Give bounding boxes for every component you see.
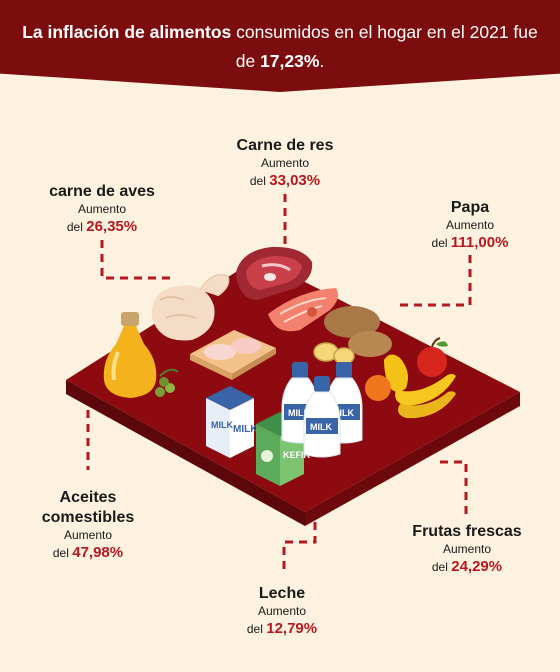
label-papa: Papa Aumento del 111,00% — [400, 198, 540, 253]
connector-carne-aves — [100, 240, 170, 280]
fruits-icon — [365, 337, 456, 419]
item-percent: 33,03% — [269, 172, 321, 189]
potatoes-icon — [313, 306, 392, 365]
item-name-line1: Aceites — [59, 489, 117, 506]
label-carne-de-aves: carne de aves Aumento del 26,35% — [22, 182, 182, 237]
del-text: del — [52, 546, 69, 560]
label-aceites-comestibles: Aceites comestibles Aumento del 47,98% — [18, 488, 158, 563]
chicken-tray-icon — [190, 330, 276, 380]
del-text: del — [249, 174, 266, 188]
label-leche: Leche Aumento del 12,79% — [212, 584, 352, 639]
milk-bottle-text-center: MILK — [310, 422, 332, 432]
increase-text: Aumento — [445, 218, 495, 232]
item-percent: 111,00% — [450, 234, 509, 251]
increase-text: Aumento — [257, 604, 307, 618]
headline-bold: La inflación de alimentos — [22, 22, 232, 42]
connector-papa — [400, 255, 472, 307]
headline-value: 17,23% — [260, 51, 320, 71]
item-percent: 24,29% — [451, 558, 503, 575]
item-name: Leche — [258, 585, 306, 602]
milk-bottle-text-right: MILK — [332, 408, 354, 418]
label-carne-de-res: Carne de res Aumento del 33,03% — [205, 136, 365, 191]
del-text: del — [66, 220, 83, 234]
beef-steak-icon — [236, 246, 313, 300]
item-percent: 12,79% — [266, 620, 318, 637]
milk-carton-icon: MILK MILK — [206, 386, 258, 458]
item-name: Papa — [450, 199, 490, 216]
milk-bottle-center: MILK — [303, 376, 341, 458]
del-text: del — [431, 236, 448, 250]
milk-carton-text-side: MILK — [233, 424, 258, 435]
increase-text: Aumento — [442, 542, 492, 556]
item-name: Carne de res — [236, 137, 334, 154]
del-text: del — [246, 622, 263, 636]
increase-text: Aumento — [260, 156, 310, 170]
increase-text: Aumento — [63, 528, 113, 542]
olive-oil-bottle-icon — [103, 312, 179, 398]
increase-text: Aumento — [77, 202, 127, 216]
milk-carton-text: MILK — [211, 420, 233, 430]
header-banner — [0, 0, 560, 92]
milk-bottles-icon: MILK MILK MILK — [281, 362, 363, 458]
kefir-carton-text: KEFIR — [283, 450, 311, 460]
milk-bottle-text-left: MILK — [288, 408, 310, 418]
item-percent: 26,35% — [86, 218, 138, 235]
item-name: carne de aves — [49, 183, 155, 200]
item-name-line2: comestibles — [41, 509, 135, 526]
table-left-side — [66, 380, 305, 526]
headline-text: consumidos en el hogar en el 2021 fue de — [231, 22, 538, 71]
item-percent: 47,98% — [72, 544, 124, 561]
del-text: del — [431, 560, 448, 574]
headline-end: . — [319, 51, 325, 71]
headline: La inflación de alimentos consumidos en … — [20, 18, 540, 76]
label-frutas-frescas: Frutas frescas Aumento del 24,29% — [392, 522, 542, 577]
salmon-steak-icon — [268, 288, 338, 332]
connector-frutas — [440, 460, 468, 518]
whole-chicken-icon — [151, 274, 230, 341]
item-name: Frutas frescas — [412, 523, 522, 540]
table-right-side — [305, 392, 520, 526]
